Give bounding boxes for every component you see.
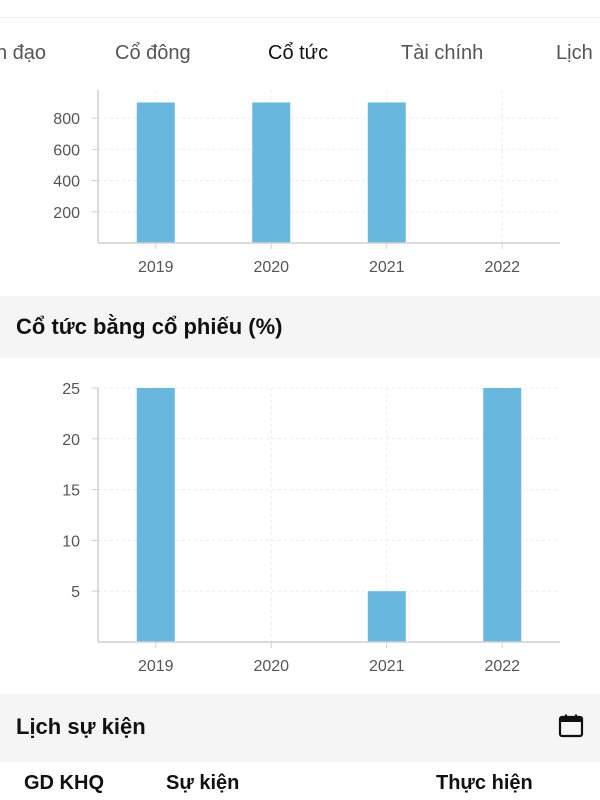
tab-dividends[interactable]: Cổ tức [268, 42, 329, 64]
y-tick-label: 25 [62, 381, 80, 398]
bar-2019[interactable] [136, 102, 175, 243]
x-tick-label: 2019 [138, 658, 174, 675]
calendar-icon[interactable] [558, 714, 584, 738]
x-tick-label: 2020 [253, 658, 289, 675]
x-tick-label: 2022 [484, 259, 520, 276]
x-tick-label: 2021 [369, 658, 405, 675]
y-tick-label: 800 [53, 111, 80, 128]
y-tick-label: 5 [71, 584, 80, 601]
event-calendar-header: Lịch sự kiện [0, 694, 600, 762]
bar-2019[interactable] [136, 388, 175, 642]
column-header-ex-date: GD KHQ [24, 772, 104, 794]
y-tick-label: 10 [62, 533, 80, 550]
tab-bar: n đạo Cổ đông Cổ tức Tài chính Lịch [0, 18, 600, 107]
column-header-execution: Thực hiện [436, 772, 533, 794]
bar-2022[interactable] [483, 388, 522, 642]
tab-shareholders[interactable]: Cổ đông [115, 42, 191, 64]
x-tick-label: 2020 [253, 259, 289, 276]
cash-dividend-chart-card: 200 400 600 800 2019 2020 2021 2022 [0, 90, 600, 296]
x-tick-label: 2021 [369, 259, 405, 276]
y-tick-label: 400 [53, 174, 80, 191]
tab-leadership[interactable]: n đạo [0, 42, 47, 64]
x-tick-label: 2019 [138, 259, 174, 276]
y-tick-label: 20 [62, 432, 80, 449]
y-tick-label: 600 [53, 142, 80, 159]
bar-2021[interactable] [367, 591, 406, 642]
x-tick-label: 2022 [484, 658, 520, 675]
y-tick-label: 15 [62, 483, 80, 500]
tab-calendar[interactable]: Lịch [556, 42, 593, 64]
event-calendar-title: Lịch sự kiện [16, 714, 146, 739]
tab-finance[interactable]: Tài chính [401, 42, 484, 64]
column-header-event: Sự kiện [166, 772, 240, 794]
stock-dividend-chart: 5 10 15 20 25 2019 2020 2021 2022 [62, 381, 560, 675]
stock-dividend-title: Cổ tức bằng cổ phiếu (%) [16, 314, 283, 339]
top-status-strip [0, 0, 600, 18]
stock-dividend-header: Cổ tức bằng cổ phiếu (%) [0, 296, 600, 358]
cash-dividend-chart: 200 400 600 800 2019 2020 2021 2022 [53, 90, 560, 276]
bar-2021[interactable] [367, 102, 406, 243]
bar-2020[interactable] [252, 102, 291, 243]
events-table-header: GD KHQ Sự kiện Thực hiện [0, 762, 600, 800]
y-tick-label: 200 [53, 205, 80, 222]
stock-dividend-chart-card: 5 10 15 20 25 2019 2020 2021 2022 [0, 358, 600, 694]
